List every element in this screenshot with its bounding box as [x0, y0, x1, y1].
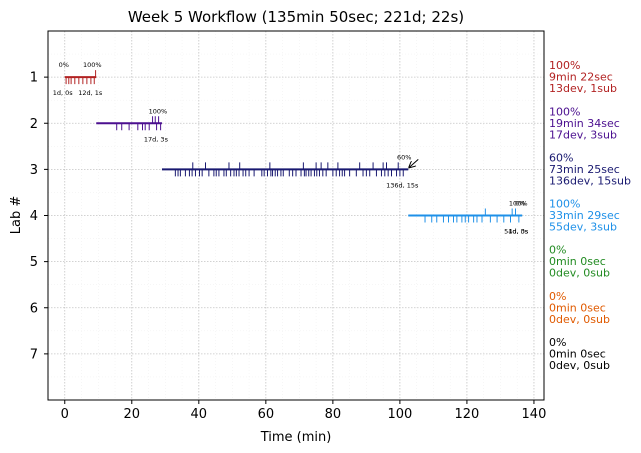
summary-line: 19min 34sec — [549, 117, 620, 130]
y-tick-label: 5 — [30, 255, 38, 270]
summary-line: 17dev, 3sub — [549, 128, 617, 141]
summary-line: 13dev, 1sub — [549, 82, 617, 95]
summary-line: 73min 25sec — [549, 163, 620, 176]
y-tick-label: 6 — [30, 301, 38, 316]
x-tick-label: 120 — [455, 407, 480, 422]
end-device-label: 54d, 3s — [504, 228, 529, 236]
y-tick-label: 1 — [30, 71, 38, 86]
lab-3-timeline: 60% 136d, 15s — [161, 153, 419, 189]
end-percent-label: 100% — [83, 61, 102, 69]
summary-line: 0min 0sec — [549, 255, 606, 268]
summary-line: 0dev, 0sub — [549, 267, 610, 280]
extra-percent-label: 0% — [515, 200, 525, 208]
x-axis-label: Time (min) — [260, 430, 332, 445]
y-tick-label: 7 — [30, 347, 38, 362]
x-tick-label: 100 — [387, 407, 412, 422]
summary-line: 33min 29sec — [549, 209, 620, 222]
chart-title: Week 5 Workflow (135min 50sec; 221d; 22s… — [128, 8, 464, 26]
y-axis-ticks: 1 2 3 4 5 6 7 — [30, 71, 48, 362]
summary-line: 9min 22sec — [549, 71, 613, 84]
x-tick-label: 80 — [325, 407, 342, 422]
summary-line: 136dev, 15sub — [549, 174, 631, 187]
end-percent-label: 100% — [149, 107, 168, 115]
summary-line: 0min 0sec — [549, 301, 606, 314]
y-tick-label: 4 — [30, 209, 38, 224]
progress-arrow — [409, 159, 419, 167]
summary-line: 100% — [549, 59, 580, 72]
start-percent-label: 0% — [59, 61, 69, 69]
lab-1-timeline: 0% 100% 1d, 0s 12d, 1s — [53, 61, 103, 97]
x-tick-label: 40 — [191, 407, 208, 422]
summary-line: 0min 0sec — [549, 347, 606, 360]
end-percent-label: 100% — [509, 200, 528, 208]
summary-line: 0% — [549, 290, 566, 303]
y-tick-label: 3 — [30, 163, 38, 178]
x-tick-label: 0 — [61, 407, 69, 422]
end-device-label: 12d, 1s — [78, 89, 103, 97]
summary-line: 55dev, 3sub — [549, 221, 617, 234]
lab-2-timeline: 100% 17d, 3s — [96, 107, 169, 143]
summary-line: 60% — [549, 151, 573, 164]
x-tick-label: 140 — [522, 407, 547, 422]
summary-line: 100% — [549, 105, 580, 118]
summary-line: 0% — [549, 336, 566, 349]
extra-device-label: 1d, 0s — [508, 228, 529, 236]
end-device-label: 17d, 3s — [144, 135, 169, 143]
x-axis-ticks: 0 20 40 60 80 100 120 140 — [61, 400, 547, 422]
grid — [47, 31, 544, 400]
end-percent-label: 60% — [397, 153, 411, 161]
y-axis-label: Lab # — [9, 196, 24, 235]
x-tick-label: 20 — [124, 407, 141, 422]
y-tick-label: 2 — [30, 117, 38, 132]
summary-line: 100% — [549, 198, 580, 211]
summary-line: 0dev, 0sub — [549, 359, 610, 372]
x-tick-label: 60 — [258, 407, 275, 422]
summary-line: 0% — [549, 244, 566, 257]
end-device-label: 136d, 15s — [386, 181, 419, 189]
summary-line: 0dev, 0sub — [549, 313, 610, 326]
start-device-label: 1d, 0s — [53, 89, 74, 97]
